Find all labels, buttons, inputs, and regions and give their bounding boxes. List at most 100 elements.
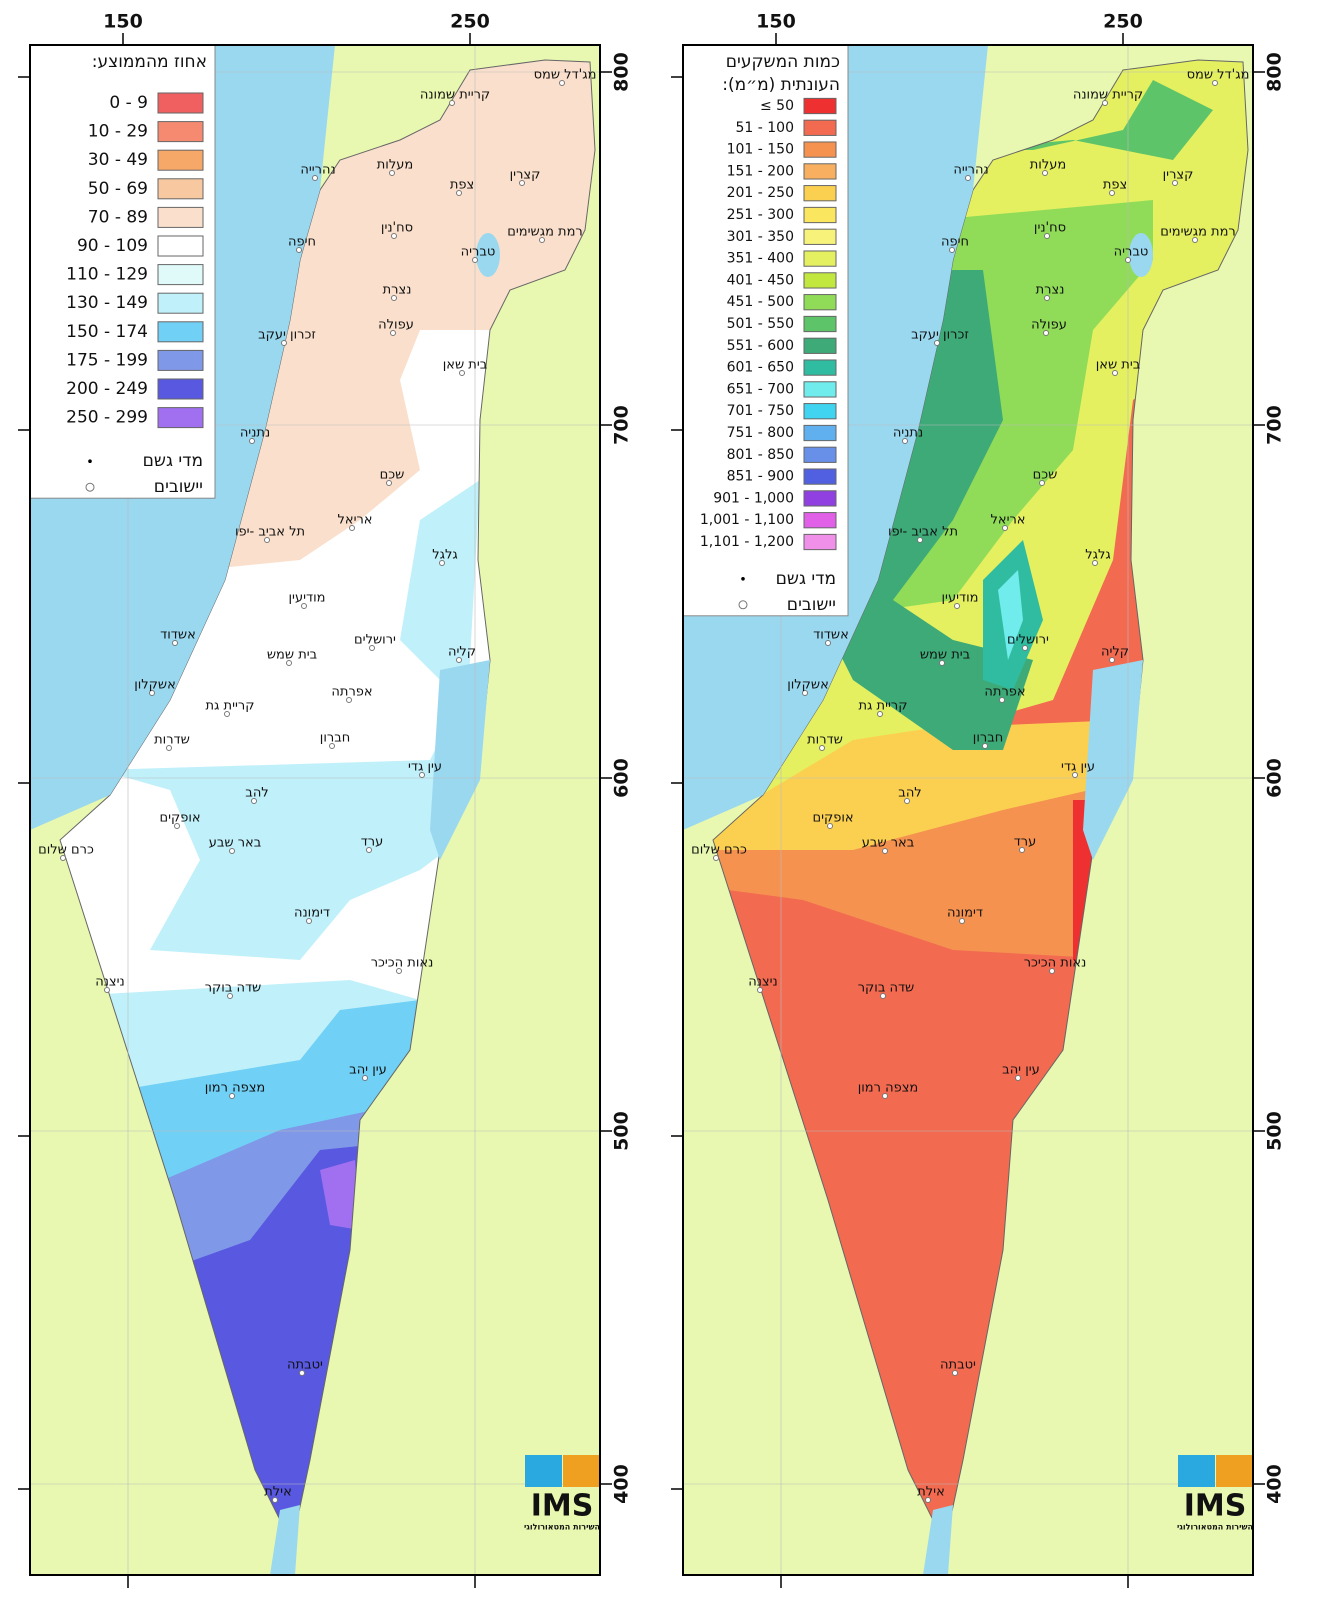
settlement-marker <box>391 233 397 239</box>
settlement-marker <box>229 1093 235 1099</box>
legend-swatch <box>803 337 837 354</box>
legend-label: 30 - 49 <box>88 150 148 170</box>
lake-kinneret <box>1129 233 1153 277</box>
settlement-marker <box>227 993 233 999</box>
legend-label: 130 - 149 <box>66 293 148 313</box>
legend-label: 0 - 9 <box>109 93 148 113</box>
x-tick-label: 250 <box>450 11 490 33</box>
legend-swatch <box>803 206 837 224</box>
settlement-marker <box>1072 772 1078 778</box>
legend-swatch <box>157 178 204 200</box>
city-label: חברון <box>320 731 350 746</box>
legend-swatch <box>803 446 837 463</box>
y-tick-label: 500 <box>611 1111 633 1151</box>
red-sea <box>270 1505 300 1575</box>
settlement-marker <box>559 80 565 86</box>
city-label: תל אביב -יפו <box>888 525 958 540</box>
settlement-marker <box>386 480 392 486</box>
city-label: קצרין <box>1163 168 1194 183</box>
settlement-marker <box>1015 1075 1021 1081</box>
city-label: גלגל <box>432 548 458 563</box>
settlement-marker <box>362 1075 368 1081</box>
legend-symbol <box>88 459 92 464</box>
city-label: אפרתה <box>331 685 372 700</box>
legend-swatch <box>803 294 837 311</box>
city-label: אילת <box>917 1485 945 1500</box>
settlement-marker <box>1125 257 1131 263</box>
settlement-marker <box>249 438 255 444</box>
legend-label: 250 - 299 <box>66 408 148 428</box>
settlement-marker <box>306 918 312 924</box>
settlement-marker <box>1019 847 1025 853</box>
city-label: עפולה <box>1031 318 1067 333</box>
legend-label: 551 - 600 <box>727 338 794 354</box>
settlement-marker <box>286 660 292 666</box>
logo-text: IMS <box>1184 1489 1247 1524</box>
settlement-marker <box>251 798 257 804</box>
settlement-marker <box>1109 657 1115 663</box>
settlement-marker <box>312 175 318 181</box>
settlement-marker <box>1002 525 1008 531</box>
settlement-marker <box>456 190 462 196</box>
city-label: באר שבע <box>209 836 262 851</box>
city-label: נתניה <box>240 426 270 441</box>
y-tick-label: 800 <box>1264 52 1286 92</box>
settlement-marker <box>882 1093 888 1099</box>
city-label: סח'נין <box>381 221 413 236</box>
map-panel: 150 250 800 700 600 500 400 מג'דל שמס קריית שמונ… <box>671 11 1286 1588</box>
lake-kinneret <box>476 233 500 277</box>
city-label: מג'דל שמס <box>534 68 597 83</box>
city-label: אשדוד <box>160 628 196 643</box>
legend-label: 451 - 500 <box>727 294 794 310</box>
settlement-marker <box>939 660 945 666</box>
settlement-marker <box>299 1370 305 1376</box>
legend-label: 1,101 - 1,200 <box>700 534 794 550</box>
settlement-marker <box>366 847 372 853</box>
legend-title: אחוז מהממוצע: <box>92 52 207 72</box>
legend-swatch <box>803 403 837 420</box>
settlement-marker <box>1044 295 1050 301</box>
legend-label: 651 - 700 <box>727 381 794 397</box>
legend-label: 401 - 450 <box>727 272 794 288</box>
settlement-marker <box>349 525 355 531</box>
city-label: עפולה <box>378 318 414 333</box>
city-label: עין גדי <box>408 760 442 775</box>
city-label: נצרת <box>383 283 412 298</box>
legend-label: 51 - 100 <box>736 120 795 136</box>
city-label: צפת <box>450 178 474 193</box>
settlement-marker <box>519 180 525 186</box>
legend-label: 501 - 550 <box>727 316 794 332</box>
legend-label: 851 - 900 <box>727 469 794 485</box>
settlement-marker <box>1049 968 1055 974</box>
y-tick-label: 600 <box>611 758 633 798</box>
settlement-marker <box>281 340 287 346</box>
city-label: חיפה <box>288 235 316 250</box>
map-panel: 150 250 800 700 600 500 400 מג'דל שמס קריית שמונ… <box>18 11 633 1588</box>
city-label: ירושלים <box>1007 633 1049 648</box>
settlement-marker <box>1172 180 1178 186</box>
city-label: מעלות <box>377 158 413 173</box>
legend-label: 200 - 249 <box>66 379 148 399</box>
zone <box>963 80 1213 160</box>
legend-swatch <box>803 141 837 158</box>
settlement-marker <box>999 697 1005 703</box>
city-label: שדרות <box>154 733 190 748</box>
y-tick-label: 400 <box>1264 1464 1286 1504</box>
settlement-marker <box>877 711 883 717</box>
settlement-marker <box>369 645 375 651</box>
legend-label: 201 - 250 <box>727 185 794 201</box>
y-tick-label: 700 <box>611 405 633 445</box>
settlement-marker <box>827 823 833 829</box>
legend-label: 175 - 199 <box>66 350 148 370</box>
settlement-marker <box>174 823 180 829</box>
legend-swatch <box>803 381 837 398</box>
legend-swatch <box>803 228 837 245</box>
settlement-marker <box>166 745 172 751</box>
settlement-marker <box>272 1497 278 1503</box>
city-label: ערד <box>1014 835 1037 850</box>
legend-swatch <box>803 315 837 333</box>
settlement-marker <box>959 918 965 924</box>
city-label: קליה <box>448 645 476 660</box>
city-label: זכרון יעקב <box>258 328 316 343</box>
